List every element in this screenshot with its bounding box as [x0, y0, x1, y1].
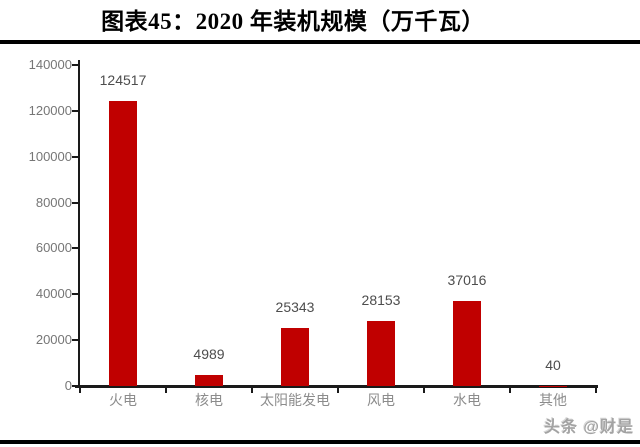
y-axis-tick — [72, 385, 78, 387]
bottom-rule — [0, 440, 640, 444]
y-axis-tick-label: 60000 — [35, 240, 72, 256]
bar-水电 — [453, 301, 481, 386]
chart-title: 图表45：2020 年装机规模（万千瓦） — [101, 9, 485, 34]
category-label: 核电 — [195, 394, 223, 409]
top-rule — [0, 40, 640, 44]
y-axis-line — [78, 60, 80, 388]
y-axis-tick — [72, 155, 78, 158]
y-axis-tick — [72, 64, 78, 66]
bar-value-label: 37016 — [447, 272, 487, 289]
y-axis-tick-label: 0 — [64, 378, 72, 393]
category-label: 水电 — [453, 394, 481, 409]
bar-value-label: 25343 — [275, 298, 315, 315]
y-axis-tick-label: 140000 — [28, 57, 72, 72]
y-axis-tick-label: 120000 — [28, 102, 72, 118]
bar-核电 — [195, 374, 223, 386]
x-axis-line — [75, 385, 598, 388]
x-axis-tick — [251, 388, 253, 393]
y-axis-tick — [72, 201, 78, 204]
x-axis-tick — [509, 388, 511, 393]
bar-value-label: 28153 — [361, 292, 401, 309]
category-label: 风电 — [367, 394, 395, 409]
y-axis-tick — [72, 293, 78, 296]
x-axis-tick — [337, 388, 339, 393]
bar-value-label: 124517 — [99, 71, 147, 88]
x-axis-tick — [79, 388, 81, 393]
y-axis-tick — [72, 247, 78, 250]
bar-chart-plot-area: 0 20000 40000 60000 80000 100000 120000 140000 1… — [0, 46, 640, 440]
bar-太阳能发电 — [281, 327, 309, 386]
watermark: 头条 @财是 — [543, 419, 634, 436]
y-axis-tick-label: 20000 — [35, 332, 72, 348]
y-axis-tick — [72, 339, 78, 342]
x-axis-tick — [595, 388, 597, 393]
x-axis-tick — [165, 388, 167, 393]
y-axis-tick-label: 40000 — [35, 286, 72, 302]
category-label: 其他 — [539, 394, 567, 409]
category-label: 火电 — [109, 394, 137, 409]
bar-value-label: 40 — [545, 356, 561, 373]
y-axis-tick — [72, 109, 78, 112]
category-label: 太阳能发电 — [260, 394, 330, 409]
x-axis-tick — [423, 388, 425, 393]
bar-value-label: 4989 — [193, 345, 225, 362]
bar-火电 — [109, 100, 137, 386]
bar-风电 — [367, 321, 395, 386]
y-axis-tick-label: 80000 — [35, 194, 72, 210]
y-axis-tick-label: 100000 — [28, 148, 72, 164]
